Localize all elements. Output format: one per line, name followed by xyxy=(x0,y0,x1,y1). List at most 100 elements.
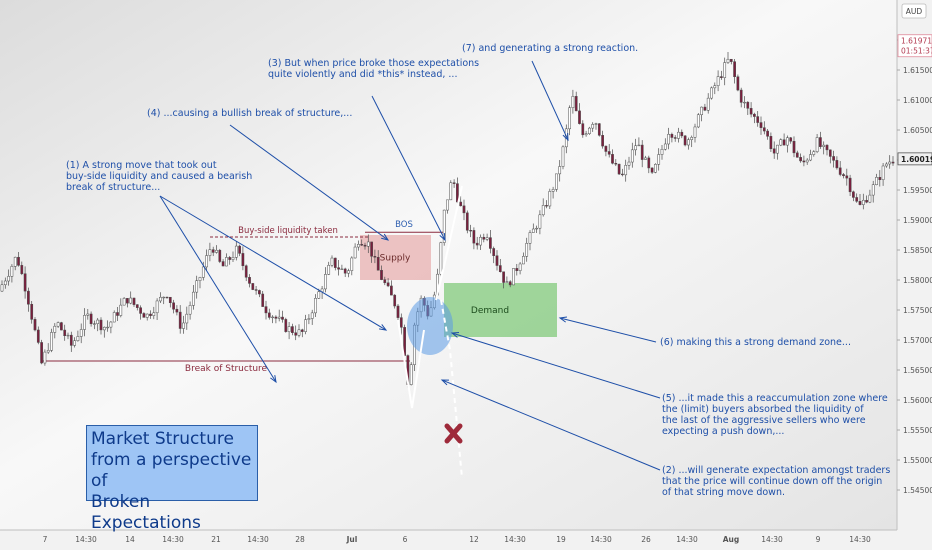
candle xyxy=(690,135,694,148)
candle xyxy=(399,313,403,335)
candle xyxy=(155,298,159,321)
candle-body-bull xyxy=(185,313,189,324)
candle xyxy=(218,248,222,264)
annotation-line: the (limit) buyers absorbed the liquidit… xyxy=(662,404,864,415)
candle-body-bull xyxy=(518,263,522,271)
candle xyxy=(670,132,674,143)
candle-body-bear xyxy=(845,175,849,179)
candle-body-bear xyxy=(36,329,40,343)
candle-body-bear xyxy=(621,173,624,176)
candle xyxy=(178,305,182,334)
candle xyxy=(657,148,661,171)
candle xyxy=(799,153,802,163)
candle-body-bull xyxy=(525,243,529,257)
candle xyxy=(244,264,248,282)
candle xyxy=(126,298,129,308)
annotation-ann4: (4) ...causing a bullish break of struct… xyxy=(147,108,352,119)
candle xyxy=(165,296,169,299)
candle-body-bull xyxy=(76,336,80,341)
candle-body-bull xyxy=(310,312,314,319)
candle xyxy=(683,134,687,147)
arrow-3 xyxy=(371,95,446,242)
candle-body-bull xyxy=(56,322,60,327)
candle xyxy=(63,324,67,341)
candle xyxy=(449,180,453,201)
candle xyxy=(258,289,261,298)
candle-body-bear xyxy=(753,113,756,117)
demand-label: Demand xyxy=(471,306,509,316)
candle xyxy=(762,121,766,135)
candle xyxy=(644,155,647,161)
candle-body-bear xyxy=(462,205,466,214)
candle-body-bull xyxy=(822,144,826,147)
price-tick-label: 1.54500 xyxy=(903,486,932,495)
candle xyxy=(33,317,37,332)
candle xyxy=(512,268,515,286)
candle xyxy=(660,145,664,160)
candle xyxy=(264,300,268,320)
candle xyxy=(502,271,505,289)
candle-body-bear xyxy=(789,137,793,142)
candle-body-bull xyxy=(304,319,307,332)
candle-body-bear xyxy=(703,106,707,111)
candle-body-bull xyxy=(548,191,552,207)
annotation-line: expecting a push down,... xyxy=(662,426,784,437)
candle xyxy=(330,255,334,268)
candle xyxy=(561,145,565,170)
price-tick-label: 1.56500 xyxy=(903,366,932,375)
candle-body-bull xyxy=(568,107,571,130)
candle-body-bull xyxy=(591,124,595,129)
currency-text: AUD xyxy=(906,7,923,16)
candle-body-bear xyxy=(27,290,30,305)
candle xyxy=(452,179,456,188)
candle-body-bear xyxy=(17,256,20,266)
candle-body-bull xyxy=(555,173,558,190)
candle-body-bear xyxy=(135,304,139,308)
time-tick-label: Aug xyxy=(723,535,740,544)
candle-body-bear xyxy=(498,265,502,273)
candle xyxy=(710,86,713,100)
candle xyxy=(479,234,482,250)
candle xyxy=(297,324,301,338)
candle-body-bull xyxy=(86,313,90,316)
candle xyxy=(611,149,614,165)
candle-body-bear xyxy=(142,313,146,318)
candle-body-bull xyxy=(584,133,588,136)
candle-body-bull xyxy=(861,199,865,205)
arrow-7 xyxy=(531,60,569,142)
candle-body-bear xyxy=(611,154,614,164)
arrow-2 xyxy=(440,379,661,471)
currency-label: AUD xyxy=(901,3,927,19)
candle xyxy=(617,163,621,175)
candle xyxy=(340,264,344,270)
candle-body-bull xyxy=(812,151,816,155)
candle xyxy=(525,237,529,262)
candle xyxy=(393,294,397,309)
structure-break-label: Break of Structure xyxy=(185,364,268,374)
candle-body-bear xyxy=(63,329,67,336)
candle xyxy=(36,326,40,345)
candle-body-bear xyxy=(597,123,601,136)
candle xyxy=(819,131,822,149)
candle-body-bear xyxy=(640,144,644,160)
candle-body-bear xyxy=(508,281,512,286)
candle-body-bear xyxy=(126,298,129,304)
candle-body-bear xyxy=(891,161,895,164)
annotation-line: of that string move down. xyxy=(662,487,785,498)
arrow-head xyxy=(270,375,277,384)
candle-body-bear xyxy=(69,334,73,346)
candle-body-bull xyxy=(3,280,7,286)
candle xyxy=(716,70,720,92)
arrow-shaft xyxy=(159,195,277,383)
candle-body-bear xyxy=(581,123,585,136)
candle-body-bear xyxy=(825,144,829,151)
candle xyxy=(390,280,393,296)
candle-body-bear xyxy=(60,322,63,331)
candle-body-bull xyxy=(449,182,453,201)
candle xyxy=(515,263,519,276)
time-tick-label: 14:30 xyxy=(247,535,269,544)
candle-body-bear xyxy=(819,137,822,147)
candle-body-bear xyxy=(40,342,43,364)
candle xyxy=(83,308,86,337)
candle xyxy=(89,311,93,327)
